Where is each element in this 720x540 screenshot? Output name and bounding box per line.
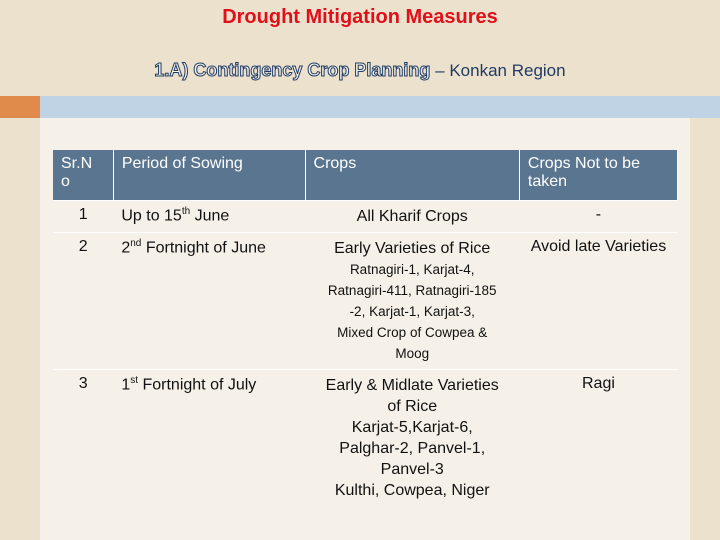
period-text: 1	[121, 376, 131, 394]
column-header: Period of Sowing	[113, 150, 306, 201]
period-sup: st	[130, 375, 139, 386]
crops-cell: Early & Midlate Varieties of Rice Karjat-5…	[305, 369, 520, 530]
crop-line: Panvel-3	[380, 461, 444, 478]
crop-line: Karjat-5,Karjat-6,	[351, 419, 473, 436]
accent-bar	[40, 96, 720, 118]
title: Drought Mitigation Measures	[222, 6, 498, 28]
crop-line: All Kharif Crops	[356, 208, 468, 225]
period-sup: th	[181, 206, 191, 217]
period-cell: 2nd Fortnight of June	[113, 232, 306, 370]
not-taken-cell: -	[519, 200, 678, 233]
crop-detail: Moog	[395, 346, 430, 361]
column-header: Crops Not to be taken	[519, 150, 679, 201]
not-taken-cell: Avoid late Varieties	[519, 232, 678, 370]
crop-line: Early & Midlate Varieties	[325, 377, 499, 394]
table-row: 2 2nd Fortnight of June Early Varieties of…	[53, 232, 678, 370]
period-sup: nd	[130, 238, 142, 249]
subtitle: 1.A) Contingency Crop Planning – Konkan …	[0, 60, 720, 81]
crop-detail: Ratnagiri-411, Ratnagiri-185	[327, 283, 497, 298]
subtitle-styled: 1.A) Contingency Crop Planning	[154, 60, 431, 81]
period-text: 2	[121, 239, 131, 257]
period-text: Fortnight of June	[141, 239, 266, 257]
period-cell: 1st Fortnight of July	[113, 369, 306, 530]
crop-detail: -2, Karjat-1, Karjat-3,	[349, 304, 475, 319]
subtitle-rest: – Konkan Region	[435, 61, 566, 80]
period-text: June	[190, 207, 230, 225]
table-row: 1 Up to 15th June All Kharif Crops -	[53, 200, 678, 233]
crop-line: of Rice	[387, 398, 438, 415]
not-taken-cell: Ragi	[519, 369, 678, 530]
column-header: Sr.N o	[53, 150, 114, 201]
table-row: 3 1st Fortnight of July Early & Midlate Va…	[53, 369, 678, 530]
accent-bar	[0, 96, 40, 118]
column-header: Crops	[305, 150, 520, 201]
period-text: Fortnight of July	[138, 376, 257, 394]
sr-cell: 3	[53, 369, 114, 530]
period-cell: Up to 15th June	[113, 200, 306, 233]
sr-cell: 1	[53, 200, 114, 233]
period-text: Up to 15	[121, 207, 182, 225]
table: Sr.N o Period of Sowing Crops Crops Not to …	[53, 150, 679, 530]
crop-line: Palghar-2, Panvel-1,	[339, 440, 486, 457]
crop-detail: Ratnagiri-1, Karjat-4,	[349, 262, 475, 277]
crops-cell: All Kharif Crops	[305, 200, 520, 233]
crop-line: Early Varieties of Rice	[334, 240, 491, 257]
crop-line: Kulthi, Cowpea, Niger	[334, 482, 490, 499]
crop-detail: Mixed Crop of Cowpea &	[337, 325, 488, 340]
sr-cell: 2	[53, 232, 114, 370]
crops-cell: Early Varieties of Rice Ratnagiri-1, Karj…	[305, 232, 520, 370]
